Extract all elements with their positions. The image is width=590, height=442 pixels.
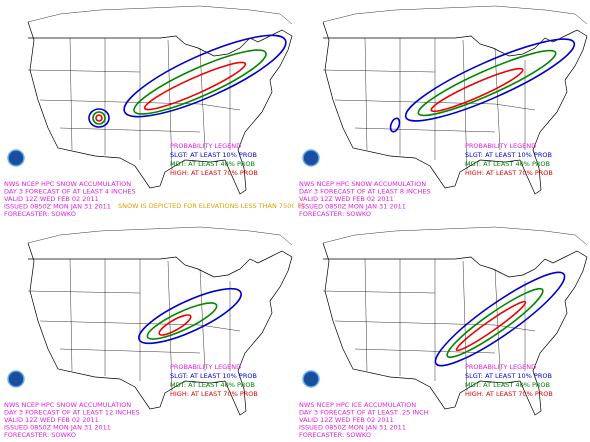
- state-line: [39, 320, 241, 332]
- probability-contour: [92, 111, 106, 125]
- canada-border: [27, 5, 293, 25]
- legend-mdt: MDT: AT LEAST 40% PROB: [170, 381, 255, 389]
- state-line: [334, 99, 536, 111]
- info-line: NWS NCEP HPC ICE ACCUMULATION: [299, 401, 416, 409]
- probability-contour: [123, 34, 287, 118]
- state-line: [27, 69, 141, 73]
- info-line: NWS NCEP HPC SNOW ACCUMULATION: [299, 180, 426, 188]
- info-line: VALID 12Z WED FEB 02 2011: [299, 195, 394, 203]
- info-line: NWS NCEP HPC SNOW ACCUMULATION: [4, 180, 131, 188]
- legend-high: HIGH: AT LEAST 70% PROB: [465, 169, 553, 177]
- state-line: [59, 127, 201, 133]
- info-line: VALID 12Z WED FEB 02 2011: [4, 416, 99, 424]
- legend-title: PROBABILITY LEGEND: [465, 363, 536, 371]
- info-line: DAY 3 FORECAST OF AT LEAST 8 INCHES: [299, 188, 431, 196]
- coastline: [27, 242, 293, 416]
- coastline: [27, 21, 293, 195]
- info-line: DAY 3 FORECAST OF AT LEAST .25 INCH: [299, 409, 429, 417]
- state-line: [59, 348, 201, 354]
- info-line: VALID 12Z WED FEB 02 2011: [4, 195, 99, 203]
- legend-slgt: SLGT: AT LEAST 10% PROB: [170, 151, 257, 159]
- info-line: ISSUED 0850Z MON JAN 31 2011: [4, 424, 111, 432]
- info-line: DAY 3 FORECAST OF AT LEAST 12 INCHES: [4, 409, 140, 417]
- state-line: [199, 47, 206, 151]
- legend-high: HIGH: AT LEAST 70% PROB: [170, 169, 258, 177]
- legend-slgt: SLGT: AT LEAST 10% PROB: [465, 372, 552, 380]
- state-line: [354, 348, 496, 354]
- noaa-logo: [7, 149, 25, 167]
- probability-contour: [138, 287, 242, 345]
- probability-contour: [404, 38, 576, 122]
- info-line: ISSUED 0850Z MON JAN 31 2011: [299, 203, 406, 211]
- info-line: DAY 3 FORECAST OF AT LEAST 4 INCHES: [4, 188, 136, 196]
- probability-contour: [389, 117, 401, 133]
- state-line: [27, 290, 141, 294]
- probability-contour: [133, 49, 267, 115]
- probability-contour: [446, 287, 544, 359]
- probability-contour: [95, 114, 103, 122]
- info-line: ISSUED 0850Z MON JAN 31 2011: [4, 203, 111, 211]
- info-line: FORECASTER: SOWKO: [4, 431, 76, 439]
- canada-border: [27, 226, 293, 246]
- legend-title: PROBABILITY LEGEND: [170, 142, 241, 150]
- legend-high: HIGH: AT LEAST 70% PROB: [170, 390, 258, 398]
- probability-contour: [143, 61, 247, 111]
- legend-mdt: MDT: AT LEAST 40% PROB: [170, 160, 255, 168]
- probability-contour: [417, 49, 557, 117]
- probability-contour: [158, 314, 192, 336]
- legend-title: PROBABILITY LEGEND: [465, 142, 536, 150]
- legend-slgt: SLGT: AT LEAST 10% PROB: [170, 372, 257, 380]
- canada-border: [322, 5, 588, 25]
- state-line: [69, 258, 73, 372]
- legend-mdt: MDT: AT LEAST 40% PROB: [465, 160, 550, 168]
- info-line: FORECASTER: SOWKO: [299, 431, 371, 439]
- canada-border: [322, 226, 588, 246]
- probability-contour: [146, 302, 218, 340]
- probability-contour: [455, 300, 527, 352]
- legend-slgt: SLGT: AT LEAST 10% PROB: [465, 151, 552, 159]
- noaa-logo: [302, 370, 320, 388]
- state-line: [494, 268, 501, 372]
- state-line: [322, 69, 436, 73]
- info-line: FORECASTER: SOWKO: [4, 210, 76, 218]
- legend-title: PROBABILITY LEGEND: [170, 363, 241, 371]
- state-line: [322, 290, 436, 294]
- info-line: ISSUED 0850Z MON JAN 31 2011: [299, 424, 406, 432]
- info-line: FORECASTER: SOWKO: [299, 210, 371, 218]
- noaa-logo: [302, 149, 320, 167]
- state-line: [354, 127, 496, 133]
- info-line: VALID 12Z WED FEB 02 2011: [299, 416, 394, 424]
- state-line: [334, 320, 536, 332]
- state-line: [167, 260, 173, 392]
- coastline: [322, 21, 588, 195]
- noaa-logo: [7, 370, 25, 388]
- state-line: [39, 99, 241, 111]
- state-line: [364, 258, 368, 372]
- coastline: [322, 242, 588, 416]
- state-line: [364, 37, 368, 151]
- info-line: NWS NCEP HPC SNOW ACCUMULATION: [4, 401, 131, 409]
- probability-contour: [430, 67, 524, 113]
- legend-high: HIGH: AT LEAST 70% PROB: [465, 390, 553, 398]
- probability-contour: [88, 108, 110, 128]
- state-line: [494, 47, 501, 151]
- elevation-note: SNOW IS DEPICTED FOR ELEVATIONS LESS THA…: [118, 202, 305, 210]
- probability-contour: [434, 271, 566, 367]
- legend-mdt: MDT: AT LEAST 40% PROB: [465, 381, 550, 389]
- state-line: [69, 37, 73, 151]
